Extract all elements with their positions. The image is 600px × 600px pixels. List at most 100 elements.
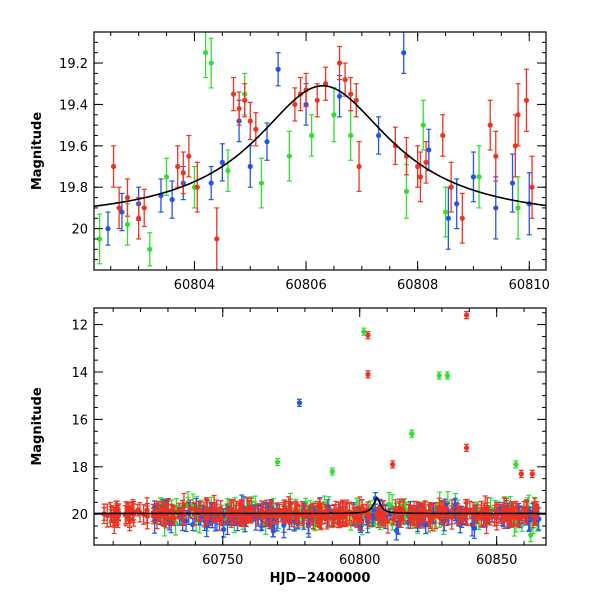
data-point xyxy=(96,236,103,242)
y-tick-label: 19.4 xyxy=(59,98,88,113)
zoom-light-curve-panel: 60804 60806 60808 60810 19.2 19.4 19.6 19.8 20 Ma… xyxy=(30,31,550,293)
plot-area xyxy=(94,310,546,543)
data-point xyxy=(322,81,329,87)
data-point xyxy=(221,526,227,533)
data-point xyxy=(523,97,530,103)
data-point xyxy=(351,513,357,520)
outlier-point xyxy=(274,459,281,465)
y-tick-label: 19.6 xyxy=(59,140,88,155)
data-point xyxy=(529,184,535,190)
data-point xyxy=(515,205,521,211)
data-point xyxy=(219,516,225,522)
full-light-curve-panel: 60750 60800 60850 12 14 16 18 20 Magnitude HJD−24… xyxy=(30,307,547,586)
data-point xyxy=(175,163,181,170)
data-point xyxy=(116,205,122,211)
data-point xyxy=(124,194,131,201)
data-point xyxy=(147,246,153,252)
data-point xyxy=(236,105,242,112)
data-point xyxy=(415,163,421,170)
data-point xyxy=(126,505,132,511)
data-point xyxy=(203,508,210,514)
axes-frame xyxy=(93,307,547,546)
data-point xyxy=(444,513,450,520)
y-axis-label: Magnitude xyxy=(30,387,45,466)
outlier-point xyxy=(529,471,535,477)
model-curve xyxy=(94,85,546,208)
data-point xyxy=(262,514,268,520)
data-point xyxy=(470,174,477,180)
data-point xyxy=(492,513,498,519)
outlier-point xyxy=(329,468,335,475)
data-point xyxy=(214,236,220,242)
data-point xyxy=(348,91,354,97)
x-tick-label: 60750 xyxy=(202,553,243,568)
data-point xyxy=(169,197,175,203)
data-point xyxy=(386,501,392,507)
data-point xyxy=(373,511,380,517)
data-point xyxy=(454,201,460,207)
data-point xyxy=(150,513,156,519)
outlier-point xyxy=(361,329,367,335)
data-point xyxy=(274,509,280,516)
data-point xyxy=(114,505,120,511)
data-point xyxy=(445,215,451,221)
data-point xyxy=(110,163,117,170)
outlier-point xyxy=(513,461,519,468)
data-point xyxy=(119,209,125,215)
data-point xyxy=(314,97,320,103)
data-point xyxy=(286,153,292,159)
data-point xyxy=(136,215,142,221)
data-point xyxy=(403,188,410,194)
data-point xyxy=(420,122,426,128)
data-point xyxy=(467,507,473,513)
data-point xyxy=(476,174,482,180)
data-point xyxy=(192,511,198,517)
data-point xyxy=(342,77,348,83)
data-point xyxy=(423,159,429,165)
data-point xyxy=(194,184,200,190)
data-point xyxy=(180,170,186,176)
data-point xyxy=(258,180,265,186)
data-point xyxy=(181,511,187,518)
data-point xyxy=(401,50,407,56)
data-point xyxy=(292,101,298,108)
outlier-point xyxy=(463,445,470,451)
data-point xyxy=(501,513,507,519)
x-tick-label: 60850 xyxy=(476,553,517,568)
data-point xyxy=(264,139,270,145)
data-point xyxy=(247,118,253,124)
outlier-point xyxy=(444,372,450,379)
data-point xyxy=(440,132,446,139)
data-point xyxy=(448,184,454,190)
data-point xyxy=(353,97,359,103)
data-point xyxy=(197,508,203,514)
y-tick-label: 16 xyxy=(71,413,88,428)
data-point xyxy=(459,215,465,221)
data-point xyxy=(242,97,248,103)
outlier-point xyxy=(389,461,396,468)
data-point xyxy=(208,180,214,186)
data-point xyxy=(208,60,214,66)
data-point xyxy=(324,514,330,520)
data-point xyxy=(230,91,237,97)
data-point xyxy=(493,205,499,211)
data-point xyxy=(336,60,343,66)
model-curve xyxy=(94,497,546,515)
data-point xyxy=(219,159,225,165)
y-tick-label: 12 xyxy=(71,319,88,334)
y-axis-label: Magnitude xyxy=(30,112,45,191)
data-point xyxy=(442,209,449,215)
data-point xyxy=(171,515,177,521)
data-point xyxy=(168,507,175,514)
data-point xyxy=(509,180,516,186)
data-point xyxy=(487,122,493,128)
y-tick-label: 19.8 xyxy=(59,181,88,196)
data-point xyxy=(225,168,231,174)
outlier-point xyxy=(296,400,303,406)
data-point xyxy=(163,174,170,180)
data-point xyxy=(531,513,537,519)
data-point xyxy=(482,505,488,511)
x-axis-label: HJD−2400000 xyxy=(270,571,371,586)
data-point xyxy=(275,66,281,72)
